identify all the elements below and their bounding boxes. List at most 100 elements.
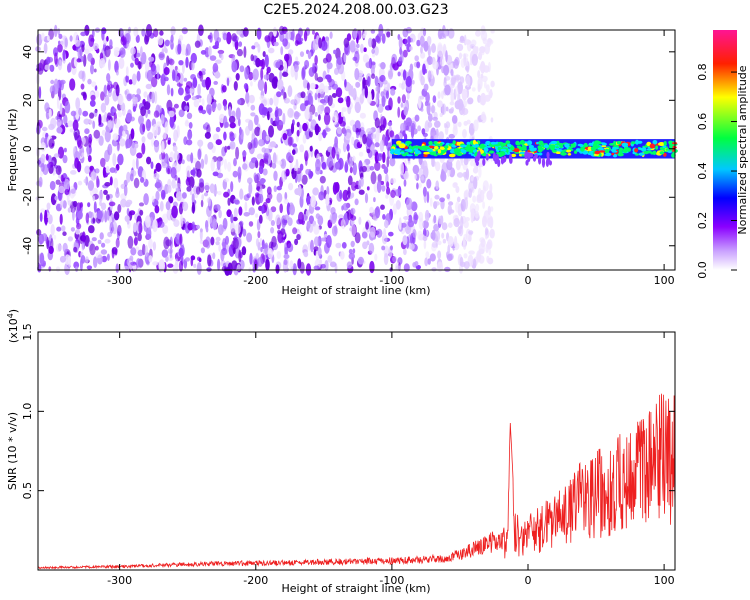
noise-speckle — [273, 185, 277, 193]
noise-speckle — [428, 113, 433, 122]
band-tail — [538, 156, 542, 165]
noise-speckle — [385, 194, 389, 199]
noise-speckle — [352, 28, 358, 39]
noise-speckle — [388, 70, 393, 80]
band-point — [622, 148, 628, 154]
noise-speckle — [112, 153, 117, 167]
noise-speckle — [93, 201, 97, 213]
noise-speckle — [463, 261, 470, 270]
noise-speckle — [166, 99, 173, 111]
band-point — [443, 145, 449, 149]
noise-speckle — [137, 61, 143, 70]
noise-speckle — [445, 106, 449, 112]
noise-speckle — [419, 95, 425, 100]
noise-speckle — [113, 177, 119, 189]
noise-speckle — [257, 79, 265, 91]
noise-speckle — [148, 255, 153, 263]
noise-speckle — [104, 210, 108, 223]
noise-speckle — [432, 95, 437, 103]
band-point — [618, 147, 624, 152]
noise-speckle — [88, 34, 95, 47]
noise-speckle — [190, 255, 196, 261]
noise-speckle — [369, 206, 374, 214]
noise-speckle — [59, 102, 63, 115]
noise-speckle — [440, 215, 444, 225]
band-point — [635, 139, 639, 145]
noise-speckle — [294, 63, 299, 73]
noise-speckle — [212, 171, 219, 177]
noise-speckle — [192, 77, 198, 89]
noise-speckle — [49, 85, 56, 95]
noise-speckle — [406, 92, 410, 100]
band-point — [488, 150, 495, 154]
noise-speckle — [204, 153, 208, 165]
noise-speckle — [125, 74, 129, 83]
noise-speckle — [441, 222, 448, 231]
x-tick-label: -200 — [243, 574, 268, 587]
noise-speckle — [181, 159, 185, 165]
noise-speckle — [267, 111, 270, 121]
noise-speckle — [313, 265, 320, 271]
noise-speckle — [303, 30, 308, 42]
noise-speckle — [209, 183, 215, 194]
noise-speckle — [158, 259, 165, 273]
noise-speckle — [236, 29, 243, 35]
band-point — [616, 140, 622, 145]
noise-speckle — [276, 91, 282, 98]
band-point — [500, 148, 507, 152]
noise-speckle — [67, 120, 74, 127]
noise-speckle — [339, 189, 343, 200]
noise-speckle — [140, 106, 147, 117]
snr-x-ticks: -300 -200 -100 0 100 — [107, 332, 675, 587]
noise-speckle — [407, 36, 411, 45]
band-point — [582, 150, 588, 155]
band-point — [538, 152, 543, 156]
noise-speckle — [46, 56, 51, 65]
band-point — [437, 149, 442, 154]
noise-speckle — [299, 144, 305, 153]
noise-speckle — [229, 141, 236, 150]
noise-speckle — [331, 93, 337, 98]
noise-speckle — [142, 123, 146, 133]
noise-speckle — [336, 148, 342, 155]
noise-speckle — [177, 43, 182, 55]
band-point — [484, 146, 488, 152]
noise-speckle — [490, 117, 494, 123]
noise-speckle — [368, 37, 373, 48]
noise-speckle — [267, 248, 274, 259]
noise-speckle — [299, 124, 302, 134]
band-point — [593, 153, 600, 157]
noise-speckle — [472, 195, 477, 203]
noise-speckle — [278, 121, 284, 126]
spectrogram-y-ticks: -40 -20 0 20 40 — [21, 45, 675, 255]
noise-speckle — [119, 138, 126, 147]
noise-speckle — [289, 204, 295, 216]
band-point — [551, 149, 557, 153]
noise-speckle — [403, 263, 410, 272]
noise-speckle — [104, 129, 111, 143]
noise-speckle — [380, 204, 385, 210]
noise-speckle — [100, 249, 108, 255]
noise-speckle — [59, 79, 66, 85]
noise-speckle — [312, 38, 319, 51]
band-point — [520, 146, 527, 150]
noise-speckle — [478, 166, 482, 178]
noise-speckle — [200, 247, 205, 254]
band-tail — [475, 160, 479, 166]
snr-x-label: Height of straight line (km) — [281, 582, 430, 595]
noise-speckle — [72, 208, 75, 221]
noise-speckle — [347, 105, 352, 115]
noise-speckle — [98, 190, 104, 202]
noise-speckle — [75, 217, 80, 225]
noise-speckle — [53, 153, 60, 158]
noise-speckle — [250, 54, 254, 62]
noise-speckle — [54, 52, 58, 65]
noise-speckle — [93, 68, 97, 73]
noise-speckle — [94, 245, 99, 251]
noise-speckle — [416, 39, 421, 47]
noise-speckle — [248, 119, 254, 132]
noise-speckle — [184, 105, 189, 111]
noise-speckle — [106, 35, 109, 42]
noise-speckle — [430, 105, 436, 114]
noise-speckle — [150, 76, 158, 88]
